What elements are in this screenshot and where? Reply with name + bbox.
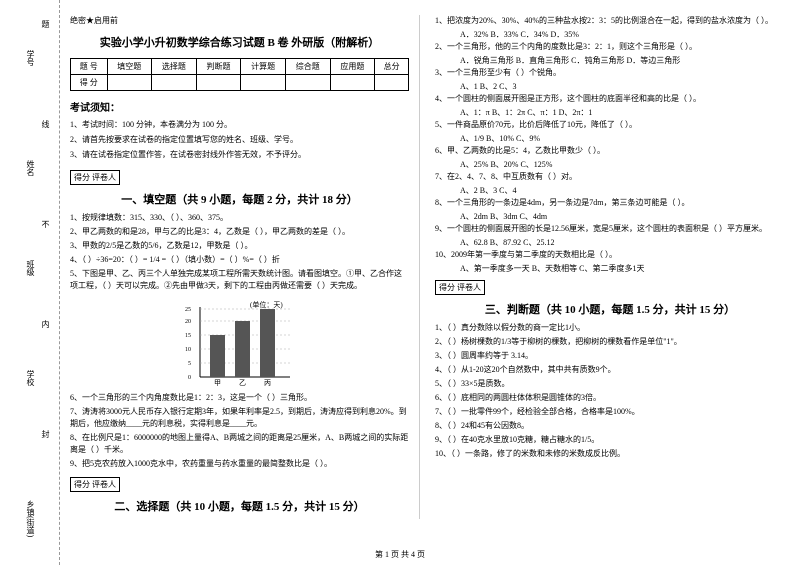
choice-q6: 6、甲、乙两数的比是5：4，乙数比甲数少（ ）。 [435, 145, 785, 157]
judge-q4: 4、（ ）从1-20这20个自然数中，其中共有质数9个。 [435, 364, 785, 376]
choice-q9-opts: A、62.8 B、87.92 C、25.12 [460, 237, 785, 249]
score-value-row: 得 分 [71, 75, 409, 91]
score-box-choice: 得分 评卷人 [70, 477, 120, 492]
notice-3: 3、请在试卷指定位置作答，在试卷密封线外作答无效，不予评分。 [70, 149, 409, 160]
th-0: 题 号 [71, 59, 108, 75]
choice-q10: 10、2009年第一季度与第二季度的天数相比是（ ）。 [435, 249, 785, 261]
judge-q6: 6、（ ）底相同的两圆柱体体积是圆锥体的3倍。 [435, 392, 785, 404]
fill-q4: 4、（ ）÷36=20：（ ）= 1/4 =（ ）（填小数）=（ ）%=（ ）折 [70, 254, 409, 266]
score-box-fill: 得分 评卷人 [70, 170, 120, 185]
th-4: 计算题 [241, 59, 286, 75]
judge-q2: 2、（ ）杨树棵数的1/3等于柳树的棵数，把柳树的棵数看作是单位"1"。 [435, 336, 785, 348]
choice-q4: 4、一个圆柱的侧面展开图是正方形，这个圆柱的底面半径和高的比是（ ）。 [435, 93, 785, 105]
th-7: 总分 [375, 59, 409, 75]
notice-2: 2、请首先按要求在试卷的指定位置填写您的姓名、班级、学号。 [70, 134, 409, 145]
svg-text:甲: 甲 [214, 379, 221, 387]
left-column: 绝密★启用前 实验小学小升初数学综合练习试题 B 卷 外研版（附解析） 题 号 … [70, 15, 420, 519]
fill-q1: 1、按规律填数：315、330、（ ）、360、375。 [70, 212, 409, 224]
choice-q8-opts: A、2dm B、3dm C、4dm [460, 211, 785, 223]
choice-q1: 1、把浓度为20%、30%、40%的三种盐水按2：3：5的比例混合在一起，得到的… [435, 15, 785, 27]
score-table: 题 号 填空题 选择题 判断题 计算题 综合题 应用题 总分 得 分 [70, 58, 409, 91]
binding-marker-3: 线 [40, 120, 51, 128]
choice-q7: 7、在2、4、7、8、中互质数有（ ）对。 [435, 171, 785, 183]
main-content: 绝密★启用前 实验小学小升初数学综合练习试题 B 卷 外研版（附解析） 题 号 … [70, 15, 790, 519]
notice-1: 1、考试时间：100 分钟，本卷满分为 100 分。 [70, 119, 409, 130]
th-6: 应用题 [330, 59, 375, 75]
svg-text:乙: 乙 [239, 379, 246, 387]
section-choice-title: 二、选择题（共 10 小题，每题 1.5 分，共计 15 分） [70, 498, 409, 514]
th-5: 综合题 [285, 59, 330, 75]
svg-text:5: 5 [188, 361, 191, 367]
svg-text:10: 10 [185, 347, 191, 353]
score-header-row: 题 号 填空题 选择题 判断题 计算题 综合题 应用题 总分 [71, 59, 409, 75]
binding-label-4: 学号 [25, 50, 36, 66]
judge-q7: 7、（ ）一批零件99个，经检验全部合格，合格率是100%。 [435, 406, 785, 418]
svg-text:15: 15 [185, 333, 191, 339]
fill-q5: 5、下图是甲、乙、丙三个人单独完成某项工程所需天数统计图。请看图填空。①甲、乙合… [70, 268, 409, 292]
choice-q6-opts: A、25% B、20% C、125% [460, 159, 785, 171]
th-2: 选择题 [152, 59, 197, 75]
page-footer: 第 1 页 共 4 页 [375, 549, 425, 560]
judge-q9: 9、（ ）在40克水里放10克糖，糖占糖水的1/5。 [435, 434, 785, 446]
section-fill-title: 一、填空题（共 9 小题，每题 2 分，共计 18 分） [70, 191, 409, 207]
binding-label-1: 学校 [25, 370, 36, 386]
td-label: 得 分 [71, 75, 108, 91]
binding-label-2: 班级 [25, 260, 36, 276]
judge-q5: 5、（ ）33×5是质数。 [435, 378, 785, 390]
score-box-judge: 得分 评卷人 [435, 280, 485, 295]
choice-q3-opts: A、1 B、2 C、3 [460, 81, 785, 93]
fill-q2: 2、甲乙两数的和是28，甲与乙的比是3：4，乙数是（ ），甲乙两数的差是（ ）。 [70, 226, 409, 238]
choice-q4-opts: A、1：π B、1：2π C、π：1 D、2π：1 [460, 107, 785, 119]
section-judge-title: 三、判断题（共 10 小题，每题 1.5 分，共计 15 分） [435, 301, 785, 317]
binding-marker-1: 内 [40, 320, 51, 328]
fill-q9: 9、把5克农药放入1000克水中，农药重量与药水重量的最简整数比是（ ）。 [70, 458, 409, 470]
binding-strip: 乡镇(街道) 封 学校 内 班级 不 姓名 线 学号 题 [0, 0, 60, 565]
binding-label-3: 姓名 [25, 160, 36, 176]
judge-q1: 1、（ ）真分数除以假分数的商一定比1小。 [435, 322, 785, 334]
notice-title: 考试须知： [70, 99, 409, 114]
fill-q3: 3、甲数的2/5是乙数的5/6，乙数是12，甲数是（ ）。 [70, 240, 409, 252]
binding-marker-2: 不 [40, 220, 51, 228]
choice-q9: 9、一个圆柱的侧面展开图的长是12.56厘米，宽是5厘米，这个圆柱的表面积是（ … [435, 223, 785, 235]
binding-marker-0: 封 [40, 430, 51, 438]
th-1: 填空题 [107, 59, 152, 75]
choice-q3: 3、一个三角形至少有（ ）个锐角。 [435, 67, 785, 79]
svg-text:0: 0 [188, 375, 191, 381]
th-3: 判断题 [196, 59, 241, 75]
binding-marker-4: 题 [40, 20, 51, 28]
svg-text:丙: 丙 [264, 379, 271, 387]
choice-q2-opts: A．锐角三角形 B．直角三角形 C．钝角三角形 D．等边三角形 [460, 55, 785, 67]
choice-q8: 8、一个三角形的一条边是4dm，另一条边是7dm，第三条边可能是（ ）。 [435, 197, 785, 209]
choice-q1-opts: A．32% B．33% C．34% D．35% [460, 29, 785, 41]
choice-q2: 2、一个三角形，他的三个内角的度数比是3：2：1，则这个三角形是（ ）。 [435, 41, 785, 53]
choice-q5: 5、一件商品原价70元，比价后降低了10元，降低了（ ）。 [435, 119, 785, 131]
svg-text:20: 20 [185, 319, 191, 325]
secret-label: 绝密★启用前 [70, 15, 409, 26]
judge-q3: 3、（ ）圆周率约等于 3.14。 [435, 350, 785, 362]
svg-text:25: 25 [185, 307, 191, 313]
judge-q10: 10、（ ）一条路，修了的米数和未修的米数成反比例。 [435, 448, 785, 460]
exam-title: 实验小学小升初数学综合练习试题 B 卷 外研版（附解析） [70, 34, 409, 50]
judge-q8: 8、（ ）24和45有公因数8。 [435, 420, 785, 432]
fill-q6: 6、一个三角形的三个内角度数比是1：2：3，这是一个（ ）三角形。 [70, 392, 409, 404]
choice-q10-opts: A、第一季度多一天 B、天数相等 C、第二季度多1天 [460, 263, 785, 275]
right-column: 1、把浓度为20%、30%、40%的三种盐水按2：3：5的比例混合在一起，得到的… [435, 15, 785, 519]
chart-title-text: (单位：天) [250, 300, 283, 309]
choice-q7-opts: A、2 B、3 C、4 [460, 185, 785, 197]
bar-chart: (单位：天) 0 5 10 15 20 25 甲 乙 丙 [180, 297, 300, 387]
choice-q5-opts: A、1/9 B、10% C、9% [460, 133, 785, 145]
fill-q8: 8、在比例尺是1：6000000的地图上量得A、B两城之间的距离是25厘米，A、… [70, 432, 409, 456]
fill-q7: 7、涛涛将3000元人民币存入银行定期3年，如果年利率是2.5，到期后，涛涛应得… [70, 406, 409, 430]
binding-label-0: 乡镇(街道) [25, 500, 36, 537]
